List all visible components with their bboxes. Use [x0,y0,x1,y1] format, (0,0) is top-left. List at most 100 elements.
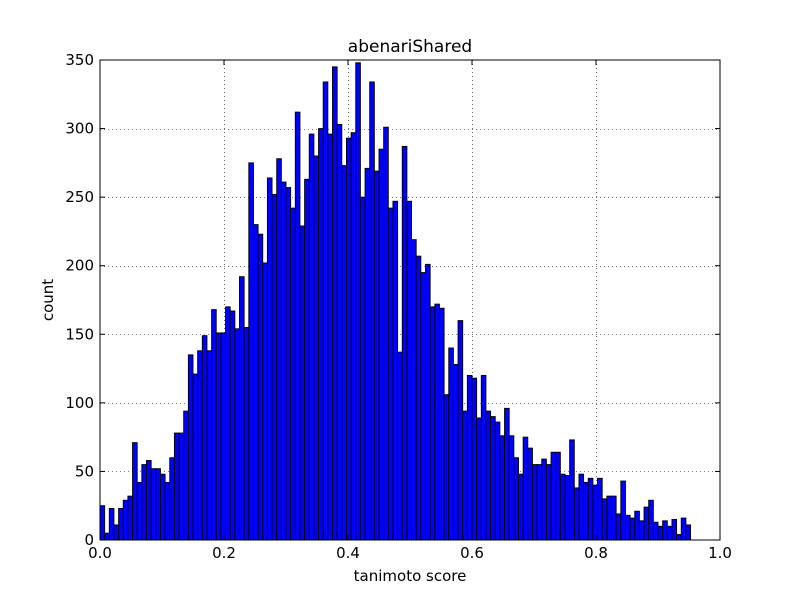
histogram-bar [573,487,580,541]
histogram-bar [671,518,678,541]
histogram-bar [615,513,622,541]
histogram-bar [201,335,208,541]
histogram-bar [625,514,631,541]
histogram-bar [587,477,594,541]
histogram-bar [308,133,315,541]
bars-layer [99,62,692,541]
histogram-bar [462,410,468,541]
histogram-bar [448,347,454,541]
histogram-bar [327,133,333,541]
histogram-bar [392,200,399,541]
histogram-bar [373,170,380,541]
histogram-bar [555,451,561,541]
histogram-bar [332,66,338,541]
histogram-bar [541,458,547,541]
histogram-bar [104,532,110,541]
histogram-bar [564,475,571,541]
histogram-bar [536,464,543,541]
histogram-bar [113,524,120,541]
y-tick-label: 350 [65,51,94,69]
histogram-bar [118,508,124,541]
y-tick-label: 200 [65,257,94,275]
x-tick-label: 1.0 [708,544,732,562]
histogram-bar [243,326,250,541]
histogram-bar [648,499,654,541]
histogram-bar [318,128,324,541]
histogram-bar [415,255,422,541]
histogram-bar [569,439,575,541]
histogram-bar [164,481,171,541]
histogram-bar [429,306,436,541]
histogram-bar [680,517,687,541]
histogram-bar [336,124,343,541]
histogram-bar [262,262,268,541]
histogram-bar [383,126,389,541]
histogram-bar [132,442,138,541]
histogram-bar [666,525,673,541]
histogram-bar [220,332,226,541]
histogram-bar [150,468,157,541]
histogram-bar [662,520,668,541]
histogram-bar [341,165,347,541]
histogram-bar [466,374,473,541]
histogram-bar [611,495,617,541]
histogram-bar [480,374,487,541]
x-tick-label: 0.6 [460,544,484,562]
histogram-bar [606,495,612,541]
histogram-bar [652,521,659,541]
histogram-bar [545,464,552,541]
histogram-bar [387,207,394,541]
histogram-bar [597,477,603,541]
histogram-bar [411,239,417,541]
histogram-bar [434,303,440,541]
histogram-bar [490,416,496,541]
histogram-bar [508,435,515,541]
x-axis-label: tanimoto score [354,567,467,585]
histogram-bar [359,196,366,541]
histogram-bar [476,417,482,541]
y-tick-label: 150 [65,325,94,343]
histogram-bar [532,464,538,541]
histogram-bar [197,350,203,541]
histogram-bar [169,457,175,541]
histogram-bar [248,162,254,541]
histogram-bar [355,62,361,541]
histogram-bar [369,81,375,541]
y-tick-label: 100 [65,394,94,412]
y-tick-label: 300 [65,120,94,138]
histogram-bar [364,167,371,541]
y-tick-label: 250 [65,188,94,206]
histogram-bar [294,111,301,541]
histogram-bar [629,517,636,541]
y-axis-label: count [39,279,57,321]
histogram-bar [522,436,529,541]
histogram-bar [406,200,412,541]
histogram-bar [146,460,152,541]
x-tick-label: 0.8 [584,544,608,562]
histogram-bar [550,451,557,541]
histogram-bar [206,350,213,541]
histogram-bar [378,148,385,541]
histogram-bar [620,480,626,541]
histogram-bar [583,481,589,541]
histogram-bar [322,81,329,541]
histogram-bar [99,505,106,541]
histogram-bar [685,524,692,541]
histogram-bar [518,473,524,541]
histogram-bar [299,225,306,541]
histogram-bar [559,473,566,541]
histogram-bar [276,158,282,541]
histogram-bar [136,481,143,541]
histogram-bar [346,137,352,541]
histogram-bar [192,373,199,541]
histogram-bar [601,498,608,541]
histogram-bar [638,520,645,541]
histogram-bar [229,310,236,541]
histogram-bar [141,464,147,541]
histogram-bar [592,484,599,541]
histogram-bar [350,132,357,541]
histogram-bar [187,354,194,541]
histogram-bar [290,207,296,541]
